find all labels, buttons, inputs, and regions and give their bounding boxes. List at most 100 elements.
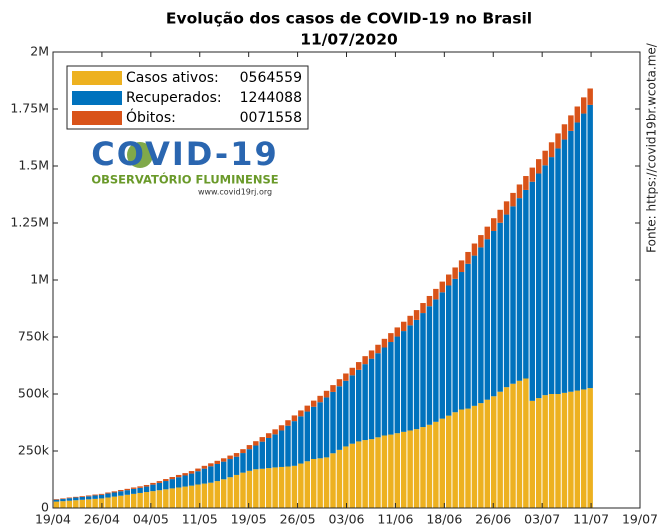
bar-segment bbox=[394, 433, 401, 508]
bar-segment bbox=[169, 488, 175, 508]
bar-segment bbox=[490, 230, 497, 397]
x-tick-label: 26/04 bbox=[84, 512, 120, 525]
bar-segment bbox=[349, 367, 356, 376]
bar-segment bbox=[220, 458, 227, 462]
bar-segment bbox=[368, 358, 375, 440]
bar-segment bbox=[111, 492, 118, 497]
bar-segment bbox=[368, 350, 375, 359]
bar-segment bbox=[201, 465, 208, 469]
x-tick-label: 19/07 bbox=[622, 512, 658, 525]
bar-segment bbox=[285, 425, 291, 467]
bar-segment bbox=[214, 481, 221, 508]
bar-segment bbox=[233, 474, 240, 508]
bar-segment bbox=[240, 453, 246, 473]
bar-segment bbox=[336, 449, 343, 508]
bar-segment bbox=[124, 494, 130, 508]
bar-segment bbox=[291, 421, 298, 466]
legend-label: Casos ativos: bbox=[126, 70, 219, 86]
bar-segment bbox=[182, 473, 188, 476]
bar-segment bbox=[163, 481, 169, 490]
bar-segment bbox=[272, 434, 278, 468]
bar-segment bbox=[98, 494, 105, 499]
bar-segment bbox=[310, 458, 317, 508]
bar-segment bbox=[85, 496, 92, 500]
bar-segment bbox=[298, 463, 304, 508]
bar-segment bbox=[195, 471, 201, 485]
legend-swatch bbox=[72, 71, 122, 85]
x-tick-label: 18/06 bbox=[426, 512, 462, 525]
bar-segment bbox=[227, 477, 233, 508]
bar-segment bbox=[433, 421, 439, 508]
bar-segment bbox=[478, 235, 484, 248]
bar-segment bbox=[343, 373, 349, 381]
bar-segment bbox=[60, 501, 66, 508]
bar-segment bbox=[175, 477, 182, 488]
bar-segment bbox=[433, 288, 439, 300]
bar-segment bbox=[433, 299, 439, 422]
bar-segment bbox=[516, 184, 523, 199]
bar-segment bbox=[330, 385, 336, 392]
bar-segment bbox=[150, 482, 156, 485]
bar-segment bbox=[201, 483, 208, 508]
bar-segment bbox=[439, 418, 446, 508]
bar-segment bbox=[445, 415, 452, 508]
bar-segment bbox=[581, 97, 587, 114]
bar-segment bbox=[317, 402, 323, 459]
bar-segment bbox=[175, 487, 182, 508]
bar-segment bbox=[169, 476, 175, 480]
bar-segment bbox=[523, 176, 529, 190]
bar-segment bbox=[568, 115, 574, 131]
bar-segment bbox=[426, 295, 433, 307]
bar-segment bbox=[355, 369, 362, 442]
bar-segment bbox=[214, 460, 221, 464]
bar-segment bbox=[542, 395, 548, 508]
bar-segment bbox=[323, 397, 330, 458]
legend-value: 0071558 bbox=[240, 110, 302, 126]
bar-segment bbox=[330, 453, 336, 508]
bar-segment bbox=[105, 492, 111, 494]
bar-segment bbox=[124, 488, 130, 491]
bar-segment bbox=[272, 467, 278, 508]
bar-segment bbox=[490, 218, 497, 231]
bar-segment bbox=[471, 243, 478, 256]
bar-segment bbox=[555, 148, 561, 394]
bar-segment bbox=[355, 362, 362, 370]
bar-segment bbox=[568, 391, 574, 508]
bar-segment bbox=[169, 479, 175, 489]
bar-segment bbox=[137, 487, 143, 493]
bar-segment bbox=[265, 433, 272, 439]
bar-segment bbox=[73, 497, 79, 501]
bar-segment bbox=[497, 209, 503, 223]
legend-label: Óbitos: bbox=[126, 108, 176, 126]
bar-segment bbox=[214, 463, 221, 482]
bar-segment bbox=[484, 399, 491, 508]
bar-segment bbox=[336, 386, 343, 450]
bar-segment bbox=[98, 493, 105, 495]
bar-segment bbox=[79, 496, 85, 500]
bar-segment bbox=[79, 499, 85, 508]
bar-segment bbox=[143, 484, 150, 487]
bar-segment bbox=[298, 416, 304, 464]
bar-segment bbox=[439, 281, 446, 293]
y-tick-label: 2M bbox=[30, 44, 49, 59]
bar-segment bbox=[53, 499, 60, 500]
x-tick-label: 19/04 bbox=[35, 512, 71, 525]
bar-segment bbox=[182, 486, 188, 508]
bar-segment bbox=[497, 222, 503, 392]
bar-segment bbox=[188, 471, 195, 474]
bar-segment bbox=[413, 310, 420, 320]
y-tick-label: 1.25M bbox=[10, 215, 49, 230]
bar-segment bbox=[105, 493, 111, 498]
bar-segment bbox=[220, 479, 227, 508]
bar-segment bbox=[542, 150, 548, 166]
bar-segment bbox=[452, 278, 458, 413]
bar-segment bbox=[150, 491, 156, 508]
bar-segment bbox=[400, 321, 407, 332]
bar-segment bbox=[272, 429, 278, 435]
bar-segment bbox=[452, 267, 458, 279]
bar-segment bbox=[516, 380, 523, 508]
bar-segment bbox=[118, 491, 124, 496]
bar-segment bbox=[143, 492, 150, 508]
logo-title: COVID-19 bbox=[91, 135, 278, 173]
bar-segment bbox=[420, 427, 426, 508]
